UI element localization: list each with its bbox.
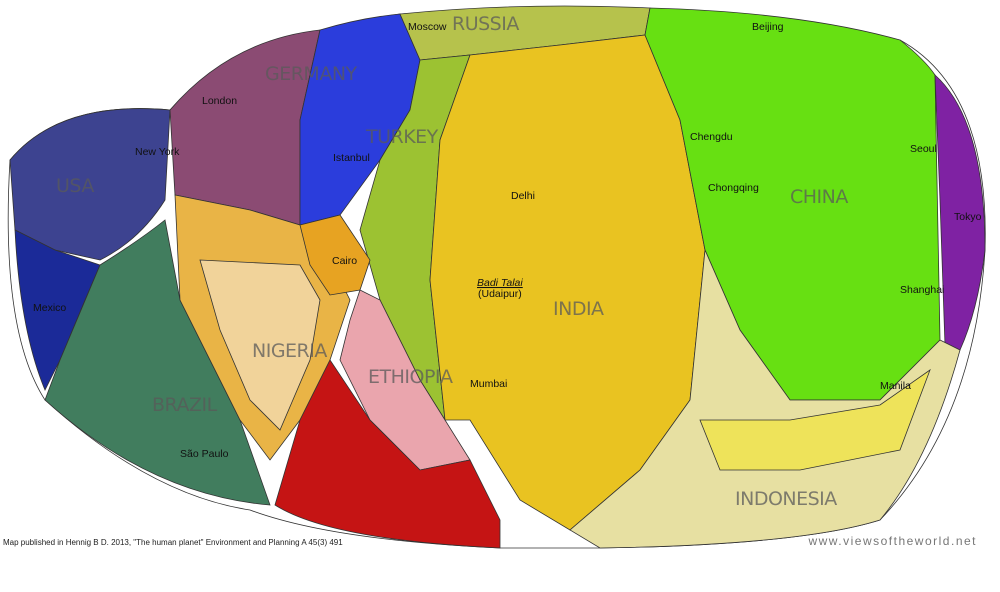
website: www.viewsoftheworld.net bbox=[807, 534, 977, 548]
country-label: GERMANY bbox=[265, 63, 358, 85]
city-labels: Moscow Beijing London Istanbul New York … bbox=[33, 21, 982, 460]
brazil bbox=[44, 219, 271, 506]
city-label: (Udaipur) bbox=[478, 288, 522, 300]
southeast-asia bbox=[569, 248, 961, 549]
country-label: TURKEY bbox=[365, 126, 439, 148]
nigeria bbox=[199, 259, 321, 431]
credit: Map published in Hennig B D. 2013, "The … bbox=[3, 538, 343, 547]
country-label: NIGERIA bbox=[252, 340, 327, 362]
country-label: USA bbox=[56, 175, 94, 197]
city-label: London bbox=[202, 95, 237, 107]
city-label: Shanghai bbox=[900, 284, 944, 296]
city-label: Moscow bbox=[408, 21, 447, 33]
country-label: BRAZIL bbox=[152, 394, 218, 416]
turkey bbox=[299, 13, 421, 226]
city-label: Chongqing bbox=[708, 182, 759, 194]
country-label: RUSSIA bbox=[452, 13, 519, 35]
country-label: CHINA bbox=[790, 186, 848, 208]
city-label: Mexico bbox=[33, 302, 66, 314]
city-label: Manila bbox=[880, 380, 911, 392]
city-label: Seoul bbox=[910, 143, 937, 155]
europe bbox=[169, 29, 321, 226]
city-label: Tokyo bbox=[954, 211, 982, 223]
regions bbox=[7, 5, 986, 549]
city-label: Mumbai bbox=[470, 378, 507, 390]
country-labels: RUSSIA GERMANY TURKEY USA CHINA INDIA NI… bbox=[56, 13, 849, 510]
city-label: New York bbox=[135, 146, 180, 158]
city-label: Badi Talai bbox=[477, 277, 523, 289]
city-label: Beijing bbox=[752, 21, 784, 33]
city-label: Cairo bbox=[332, 255, 357, 267]
country-label: ETHIOPIA bbox=[368, 366, 453, 388]
country-label: INDIA bbox=[553, 298, 604, 320]
africa-east bbox=[274, 359, 501, 549]
japan bbox=[934, 74, 986, 351]
city-label: Chengdu bbox=[690, 131, 733, 143]
city-label: Delhi bbox=[511, 190, 535, 202]
city-label: São Paulo bbox=[180, 448, 229, 460]
country-label: INDONESIA bbox=[735, 488, 837, 510]
indonesia bbox=[699, 368, 931, 471]
city-label: Istanbul bbox=[333, 152, 370, 164]
